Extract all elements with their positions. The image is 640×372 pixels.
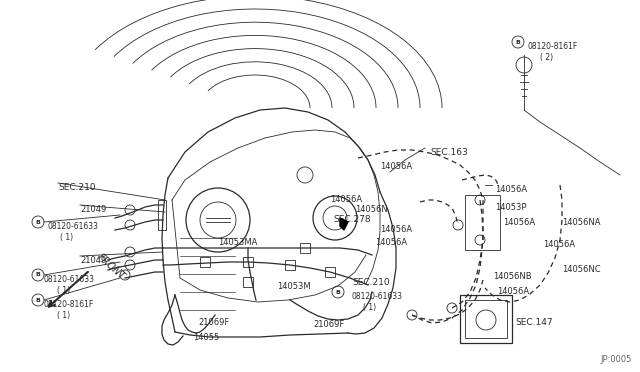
Text: SEC.147: SEC.147 <box>515 318 552 327</box>
Bar <box>243 277 253 287</box>
Bar <box>325 267 335 277</box>
Text: 14053P: 14053P <box>495 203 527 212</box>
Polygon shape <box>340 218 348 230</box>
Text: SEC.210: SEC.210 <box>58 183 95 192</box>
Text: ( 1): ( 1) <box>57 286 70 295</box>
Text: 14056NA: 14056NA <box>562 218 600 227</box>
Text: 08120-8161F: 08120-8161F <box>527 42 577 51</box>
Text: 08120-8161F: 08120-8161F <box>44 300 94 309</box>
Bar <box>465 195 500 250</box>
Text: 21069F: 21069F <box>198 318 229 327</box>
Text: 14056A: 14056A <box>375 238 407 247</box>
Text: 14056A: 14056A <box>330 195 362 204</box>
Text: ( 1): ( 1) <box>363 303 376 312</box>
Text: 14056NB: 14056NB <box>493 272 532 281</box>
Text: 14055: 14055 <box>193 333 220 342</box>
Text: ( 1): ( 1) <box>60 233 73 242</box>
Text: JP:0005: JP:0005 <box>600 355 632 364</box>
Text: FRONT: FRONT <box>95 252 127 282</box>
Bar <box>158 200 166 230</box>
Text: 21049: 21049 <box>80 205 106 214</box>
Text: SEC.163: SEC.163 <box>430 148 468 157</box>
Bar <box>200 257 210 267</box>
Text: B: B <box>36 298 40 302</box>
Text: ( 2): ( 2) <box>540 53 553 62</box>
Text: 14053M: 14053M <box>277 282 310 291</box>
Text: B: B <box>36 219 40 224</box>
Text: 08120-61633: 08120-61633 <box>352 292 403 301</box>
Text: 14056A: 14056A <box>495 185 527 194</box>
Bar <box>300 243 310 253</box>
Text: 14056A: 14056A <box>503 218 535 227</box>
Text: B: B <box>335 289 340 295</box>
Text: 08120-61633: 08120-61633 <box>44 275 95 284</box>
Text: SEC.210: SEC.210 <box>352 278 390 287</box>
Text: B: B <box>516 39 520 45</box>
Text: 14056A: 14056A <box>497 287 529 296</box>
Text: 14053MA: 14053MA <box>218 238 257 247</box>
Bar <box>285 260 295 270</box>
Bar <box>460 295 512 343</box>
Text: ( 1): ( 1) <box>57 311 70 320</box>
Text: 14056N: 14056N <box>355 205 388 214</box>
Text: 14056A: 14056A <box>543 240 575 249</box>
Text: 08120-61633: 08120-61633 <box>47 222 98 231</box>
Text: SEC.278: SEC.278 <box>333 215 371 224</box>
Text: 21049: 21049 <box>80 256 106 265</box>
Text: 14056NC: 14056NC <box>562 265 600 274</box>
Text: 14056A: 14056A <box>380 225 412 234</box>
Text: 14056A: 14056A <box>380 162 412 171</box>
Text: B: B <box>36 273 40 278</box>
Bar <box>243 257 253 267</box>
Bar <box>465 300 507 338</box>
Text: 21069F: 21069F <box>313 320 344 329</box>
